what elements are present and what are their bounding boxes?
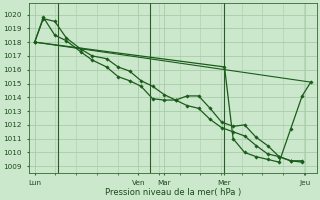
X-axis label: Pression niveau de la mer( hPa ): Pression niveau de la mer( hPa ) — [105, 188, 241, 197]
